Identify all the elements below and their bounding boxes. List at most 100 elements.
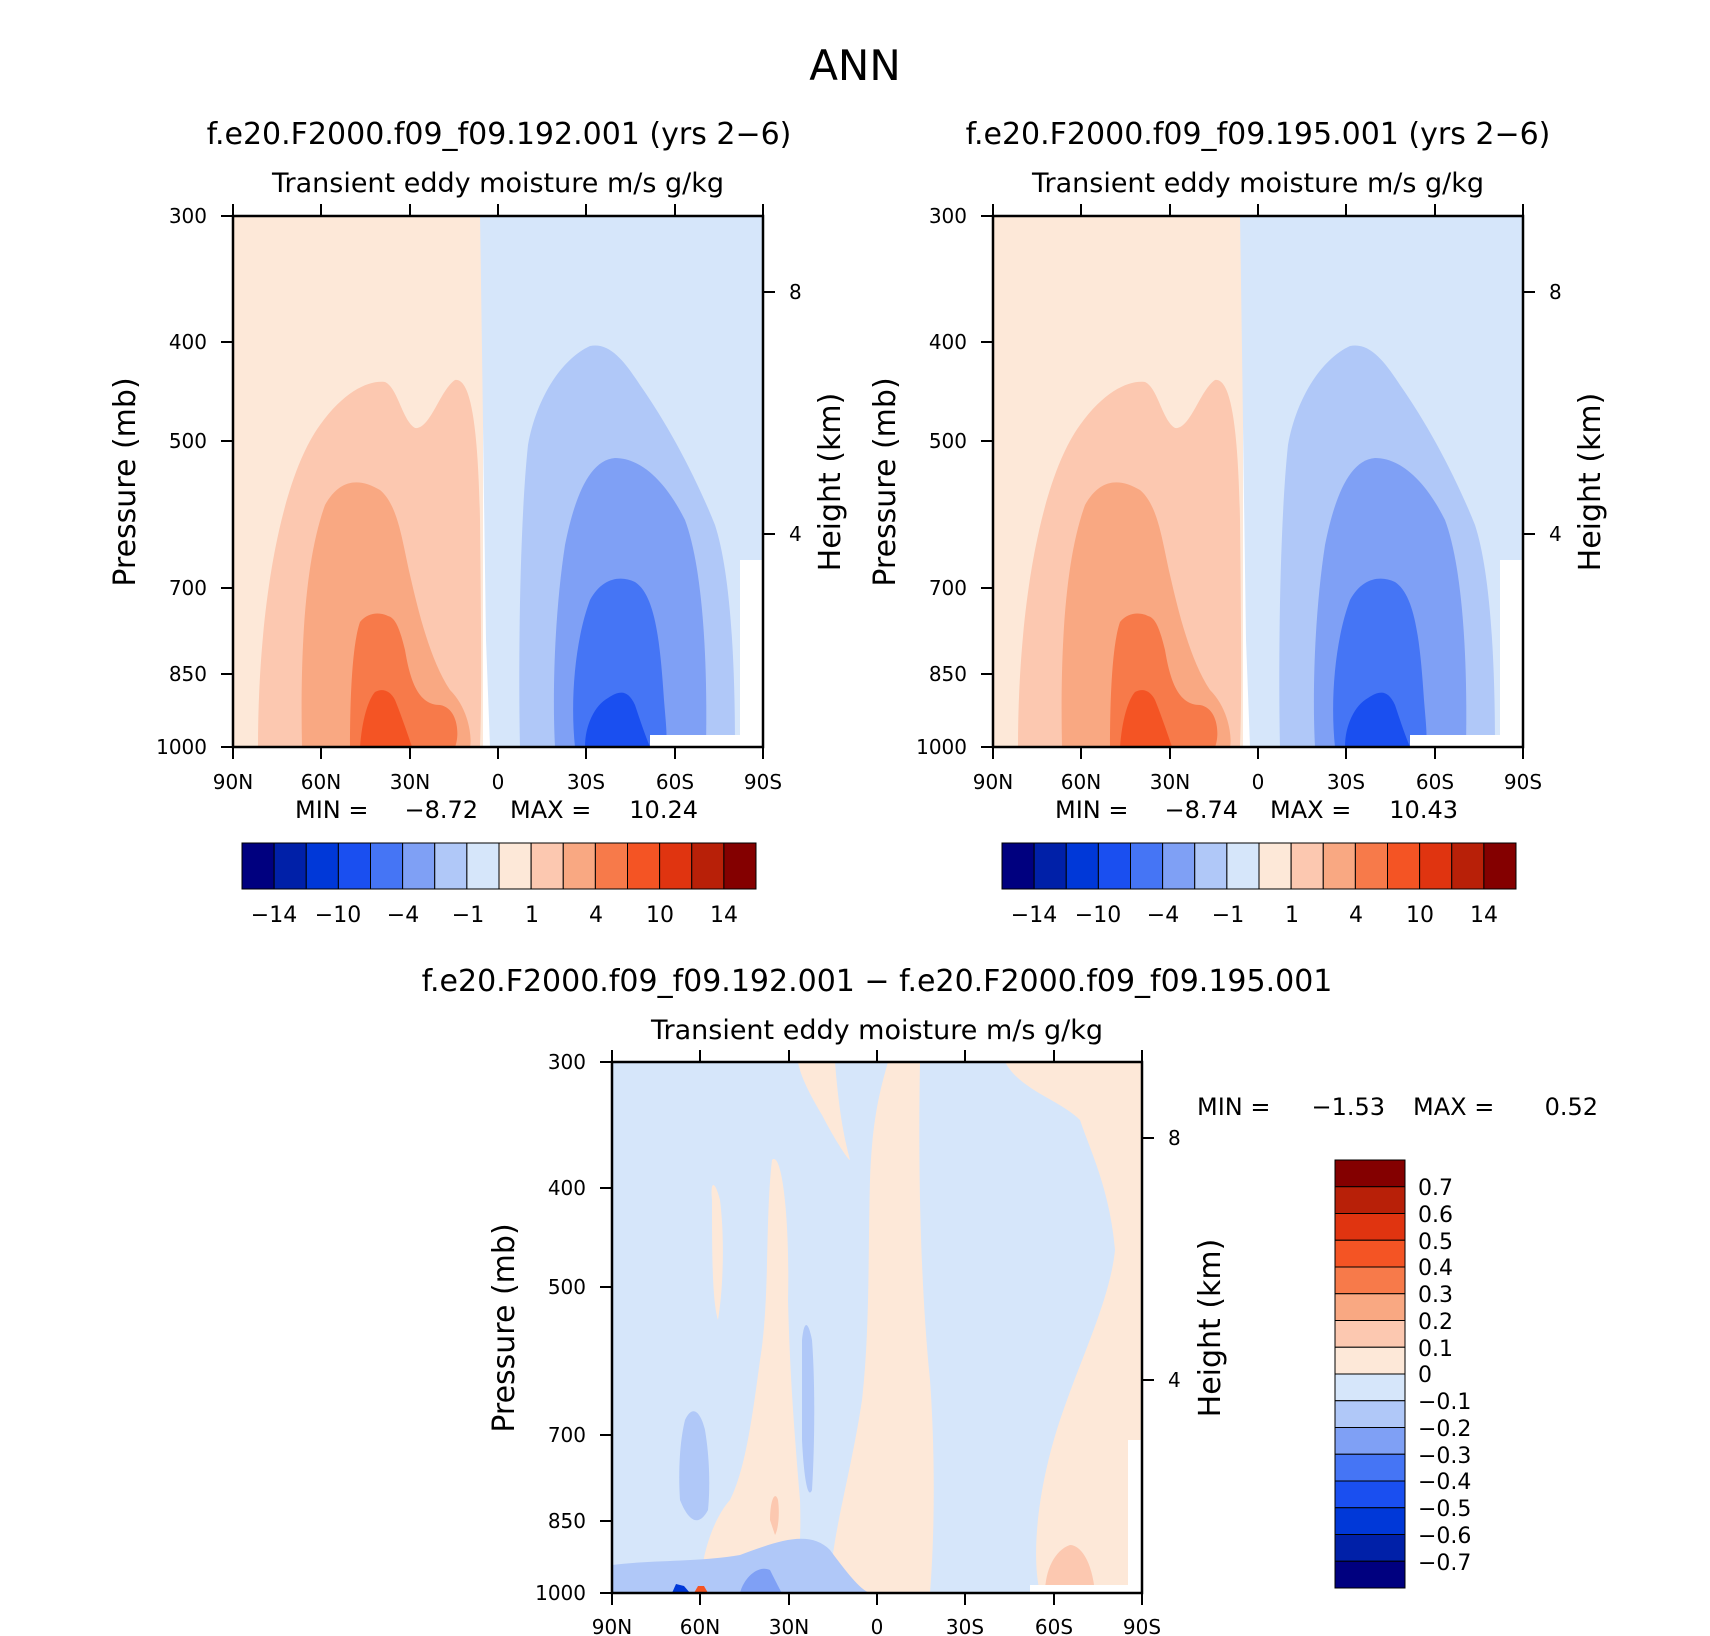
y2-axis-label: Height (km) bbox=[1573, 393, 1608, 572]
colorbar-label: 4 bbox=[1349, 903, 1363, 928]
contour-positive-4 bbox=[1120, 690, 1172, 747]
colorbar-label: 10 bbox=[1406, 903, 1434, 928]
y-tick-label: 400 bbox=[929, 330, 967, 354]
colorbar-swatch bbox=[498, 842, 532, 890]
colorbar-swatch bbox=[1334, 1266, 1406, 1295]
colorbar-swatch bbox=[1226, 842, 1260, 890]
colorbar-swatch bbox=[1334, 1534, 1406, 1562]
min-label: MIN = bbox=[295, 796, 368, 824]
y-tick-label: 1000 bbox=[916, 735, 967, 759]
colorbar-swatch bbox=[466, 842, 500, 890]
colorbar-swatch bbox=[337, 842, 371, 890]
panel-title: f.e20.F2000.f09_f09.195.001 (yrs 2−6) bbox=[966, 117, 1551, 152]
contour-negative-patch bbox=[679, 1411, 710, 1521]
colorbar-swatch bbox=[1322, 842, 1356, 890]
missing-data-patch bbox=[650, 735, 763, 747]
panel-subtitle: Transient eddy moisture m/s g/kg bbox=[1031, 168, 1484, 199]
x-tick-label: 30S bbox=[567, 770, 605, 794]
colorbar-label: 0.4 bbox=[1418, 1256, 1453, 1281]
x-tick-label: 0 bbox=[1252, 770, 1265, 794]
colorbar-label: 0.6 bbox=[1418, 1203, 1453, 1228]
y-axis-label: Pressure (mb) bbox=[868, 377, 903, 586]
contour-negative-10 bbox=[585, 692, 650, 747]
contour-negative-patch bbox=[802, 1325, 815, 1493]
tick-marks bbox=[221, 204, 775, 759]
missing-data-patch bbox=[740, 560, 763, 747]
x-tick-label: 30S bbox=[1327, 770, 1365, 794]
contour-negative-7 bbox=[1333, 578, 1427, 747]
x-tick-label: 60N bbox=[1061, 770, 1101, 794]
x-tick-labels: 90N 60N 30N 0 30S 60S 90S bbox=[973, 770, 1542, 794]
y2-tick-labels: 8 4 bbox=[1549, 280, 1562, 546]
y2-tick-labels: 8 4 bbox=[789, 280, 802, 546]
colorbar-swatch bbox=[1334, 1373, 1406, 1402]
min-max-readout: MIN = −8.72 MAX = 10.24 bbox=[295, 796, 698, 824]
colorbar-swatch bbox=[1334, 1560, 1406, 1589]
colorbar-swatch bbox=[1162, 842, 1196, 890]
colorbar-labels: 0.7 0.6 0.5 0.4 0.3 0.2 0.1 0 −0.1 −0.2 … bbox=[1418, 1176, 1471, 1576]
missing-data-patch bbox=[1500, 560, 1523, 747]
colorbar bbox=[1334, 1159, 1406, 1589]
contour-negative-patch bbox=[612, 1538, 870, 1593]
colorbar-swatch bbox=[1387, 842, 1421, 890]
contour-positive-2 bbox=[301, 482, 471, 747]
colorbar-labels: −14 −10 −4 −1 1 4 10 14 bbox=[1011, 903, 1498, 928]
x-tick-label: 90N bbox=[213, 770, 253, 794]
min-value: −8.72 bbox=[404, 796, 478, 824]
colorbar bbox=[241, 842, 757, 890]
colorbar-swatch bbox=[1334, 1480, 1406, 1509]
colorbar-swatch bbox=[594, 842, 628, 890]
y-tick-label: 500 bbox=[169, 429, 207, 453]
x-tick-label: 30N bbox=[390, 770, 430, 794]
panel-title: f.e20.F2000.f09_f09.192.001 (yrs 2−6) bbox=[207, 117, 792, 152]
y-tick-label: 400 bbox=[169, 330, 207, 354]
x-tick-label: 60N bbox=[301, 770, 341, 794]
x-tick-labels: 90N 60N 30N 0 30S 60S 90S bbox=[592, 1615, 1161, 1636]
tick-marks bbox=[600, 1050, 1154, 1605]
colorbar-swatch bbox=[1001, 842, 1035, 890]
colorbar-swatch bbox=[1033, 842, 1067, 890]
contour-positive-patch bbox=[770, 1496, 779, 1535]
y-tick-labels: 300 400 500 700 850 1000 bbox=[916, 204, 967, 759]
max-label: MAX = bbox=[1270, 796, 1351, 824]
y-tick-label: 300 bbox=[929, 204, 967, 228]
y2-tick-label: 4 bbox=[1549, 522, 1562, 546]
colorbar-swatch bbox=[562, 842, 596, 890]
missing-data-patch bbox=[1030, 1585, 1142, 1593]
colorbar-swatch bbox=[1483, 842, 1517, 890]
contour-positive-patch bbox=[830, 1062, 934, 1593]
colorbar-swatch bbox=[723, 842, 757, 890]
colorbar-swatch bbox=[1354, 842, 1388, 890]
colorbar-label: 10 bbox=[646, 903, 674, 928]
colorbar-label: −14 bbox=[1011, 903, 1057, 928]
y-tick-label: 700 bbox=[169, 576, 207, 600]
panel-case2: f.e20.F2000.f09_f09.195.001 (yrs 2−6) Tr… bbox=[868, 117, 1608, 928]
y2-tick-label: 8 bbox=[1168, 1126, 1181, 1150]
max-label: MAX = bbox=[1413, 1093, 1494, 1121]
colorbar-label: 0 bbox=[1418, 1363, 1432, 1388]
colorbar-swatch bbox=[305, 842, 339, 890]
y-tick-label: 500 bbox=[548, 1275, 586, 1299]
max-value: 10.43 bbox=[1389, 796, 1458, 824]
colorbar-label: −0.3 bbox=[1418, 1444, 1471, 1469]
contour-positive-patch bbox=[1045, 1545, 1095, 1593]
x-tick-label: 90S bbox=[1123, 1615, 1161, 1636]
y2-tick-label: 8 bbox=[789, 280, 802, 304]
y2-axis-label: Height (km) bbox=[1193, 1239, 1228, 1418]
max-value: 10.24 bbox=[629, 796, 698, 824]
y-tick-label: 700 bbox=[929, 576, 967, 600]
y-tick-label: 850 bbox=[929, 662, 967, 686]
colorbar-label: −0.7 bbox=[1418, 1551, 1471, 1576]
colorbar-label: 4 bbox=[589, 903, 603, 928]
y2-tick-label: 4 bbox=[1168, 1368, 1181, 1392]
contour-extreme-patch bbox=[672, 1584, 690, 1593]
x-tick-label: 60S bbox=[656, 770, 694, 794]
x-tick-label: 30N bbox=[1150, 770, 1190, 794]
contour-positive-patch bbox=[798, 1062, 850, 1160]
colorbar-label: 1 bbox=[525, 903, 539, 928]
colorbar-label: −0.5 bbox=[1418, 1497, 1471, 1522]
contour-field bbox=[993, 216, 1523, 747]
panel-case1: f.e20.F2000.f09_f09.192.001 (yrs 2−6) Tr… bbox=[108, 117, 848, 928]
panel-difference: f.e20.F2000.f09_f09.192.001 − f.e20.F200… bbox=[422, 964, 1598, 1636]
